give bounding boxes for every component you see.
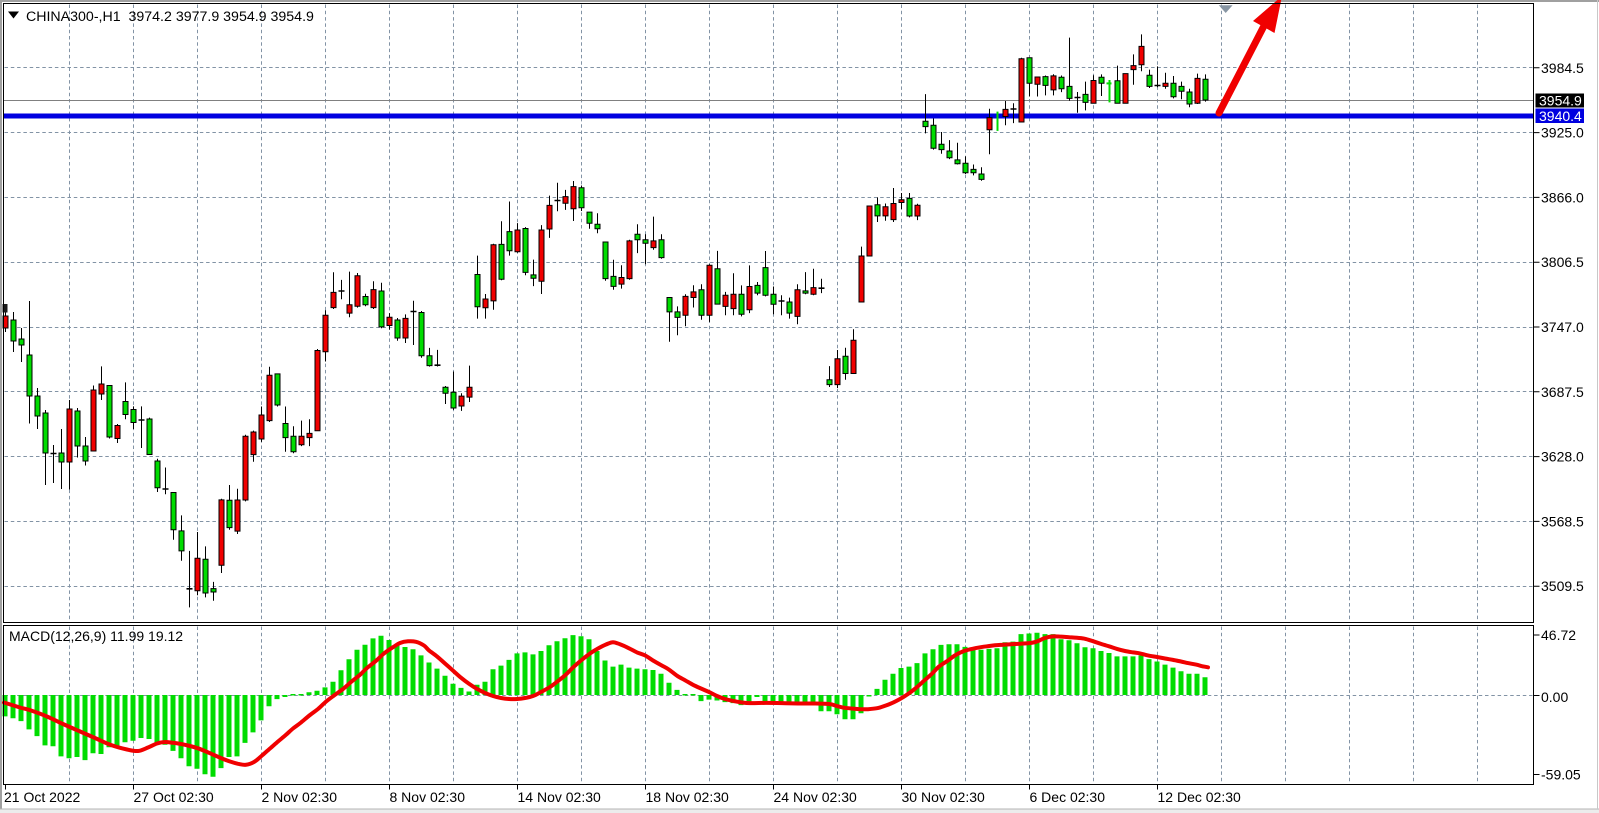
svg-text:3568.5: 3568.5	[1541, 513, 1584, 529]
svg-text:3509.5: 3509.5	[1541, 578, 1584, 594]
svg-text:2 Nov 02:30: 2 Nov 02:30	[262, 789, 338, 805]
svg-text:0.00: 0.00	[1541, 689, 1568, 705]
svg-text:3687.5: 3687.5	[1541, 384, 1584, 400]
svg-text:30 Nov 02:30: 30 Nov 02:30	[902, 789, 985, 805]
svg-text:21 Oct 2022: 21 Oct 2022	[4, 789, 80, 805]
svg-text:CHINA300-,H1 3974.2 3977.9 39: CHINA300-,H1 3974.2 3977.9 3954.9 3954.9	[26, 9, 314, 25]
svg-text:3954.9: 3954.9	[1539, 93, 1582, 109]
svg-text:18 Nov 02:30: 18 Nov 02:30	[646, 789, 729, 805]
svg-text:14 Nov 02:30: 14 Nov 02:30	[518, 789, 601, 805]
svg-text:6 Dec 02:30: 6 Dec 02:30	[1030, 789, 1106, 805]
svg-text:12 Dec 02:30: 12 Dec 02:30	[1158, 789, 1241, 805]
svg-text:24 Nov 02:30: 24 Nov 02:30	[774, 789, 857, 805]
svg-text:-59.05: -59.05	[1541, 767, 1581, 783]
svg-text:8 Nov 02:30: 8 Nov 02:30	[390, 789, 466, 805]
svg-text:3628.0: 3628.0	[1541, 449, 1584, 465]
svg-text:3925.0: 3925.0	[1541, 125, 1584, 141]
svg-text:27 Oct 02:30: 27 Oct 02:30	[134, 789, 214, 805]
svg-text:46.72: 46.72	[1541, 627, 1576, 643]
svg-text:MACD(12,26,9) 11.99 19.12: MACD(12,26,9) 11.99 19.12	[9, 628, 183, 644]
svg-text:3984.5: 3984.5	[1541, 60, 1584, 76]
svg-text:3806.5: 3806.5	[1541, 254, 1584, 270]
svg-text:3747.0: 3747.0	[1541, 319, 1584, 335]
svg-text:3866.0: 3866.0	[1541, 189, 1584, 205]
svg-text:3940.4: 3940.4	[1539, 108, 1582, 124]
